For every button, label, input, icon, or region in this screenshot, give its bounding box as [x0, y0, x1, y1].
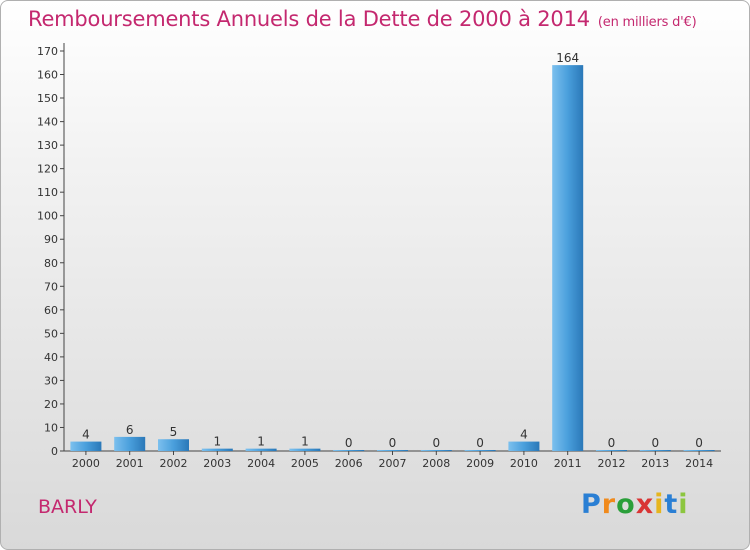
y-tick-label: 100: [37, 210, 58, 223]
bar: [683, 450, 715, 451]
y-tick-label: 30: [44, 374, 58, 387]
y-tick-label: 130: [37, 139, 58, 152]
data-label: 0: [695, 436, 703, 450]
data-label: 0: [345, 436, 353, 450]
logo-letter: x: [635, 489, 655, 520]
x-tick-label: 2011: [554, 457, 582, 470]
data-label: 6: [126, 423, 134, 437]
bar: [420, 450, 452, 451]
bar: [289, 448, 321, 451]
bar: [639, 450, 671, 451]
x-tick-label: 2002: [160, 457, 188, 470]
data-label: 164: [556, 51, 579, 65]
x-tick-label: 2008: [422, 457, 450, 470]
logo-letter: o: [616, 489, 636, 520]
x-tick-label: 2003: [203, 457, 231, 470]
x-tick-label: 2004: [247, 457, 275, 470]
x-tick-label: 2010: [510, 457, 538, 470]
bar: [70, 441, 102, 451]
x-tick-label: 2013: [641, 457, 669, 470]
bar: [508, 441, 540, 451]
x-tick-label: 2000: [72, 457, 100, 470]
bar: [464, 450, 496, 451]
y-tick-label: 170: [37, 45, 58, 58]
logo-letter: P: [581, 489, 602, 520]
x-tick-label: 2005: [291, 457, 319, 470]
chart-unit: (en milliers d'€): [597, 15, 697, 30]
logo-letter: i: [654, 489, 665, 520]
data-label: 1: [301, 435, 309, 449]
x-tick-label: 2007: [379, 457, 407, 470]
bar: [552, 65, 584, 451]
data-label: 5: [170, 425, 178, 439]
data-label: 4: [520, 428, 528, 442]
logo-letter: t: [664, 489, 679, 520]
y-tick-label: 150: [37, 92, 58, 105]
y-tick-label: 160: [37, 69, 58, 82]
data-label: 0: [608, 436, 616, 450]
y-tick-label: 60: [44, 304, 58, 317]
chart-bars: [70, 65, 715, 451]
bar: [333, 450, 365, 451]
x-tick-label: 2009: [466, 457, 494, 470]
y-tick-label: 50: [44, 327, 58, 340]
y-tick-label: 0: [51, 445, 58, 458]
data-label: 1: [213, 435, 221, 449]
logo-letter: i: [678, 489, 689, 520]
x-tick-label: 2014: [685, 457, 713, 470]
y-tick-label: 40: [44, 351, 58, 364]
y-tick-label: 90: [44, 233, 58, 246]
y-tick-label: 120: [37, 163, 58, 176]
commune-name: BARLY: [38, 496, 97, 518]
data-label: 1: [257, 435, 265, 449]
x-tick-label: 2012: [598, 457, 626, 470]
data-label: 0: [476, 436, 484, 450]
y-tick-label: 80: [44, 257, 58, 270]
bar: [158, 439, 189, 451]
y-tick-label: 70: [44, 280, 58, 293]
bar: [377, 450, 408, 451]
bar: [245, 448, 277, 451]
y-tick-label: 140: [37, 116, 58, 129]
chart-title: Remboursements Annuels de la Dette de 20…: [28, 7, 697, 31]
bar: [201, 448, 233, 451]
bar: [596, 450, 627, 451]
y-tick-label: 10: [44, 421, 58, 434]
data-label: 0: [389, 436, 397, 450]
chart-title-text: Remboursements Annuels de la Dette de 20…: [28, 7, 590, 31]
proxiti-logo: Proxiti: [581, 489, 689, 520]
x-tick-label: 2001: [116, 457, 144, 470]
chart-axes: 0102030405060708090100110120130140150160…: [37, 43, 721, 470]
chart-data-labels: 4 6 5 1 1 1 0 0 0 0 4 164 0 0 0: [82, 51, 703, 450]
data-label: 0: [651, 436, 659, 450]
y-tick-label: 110: [37, 186, 58, 199]
data-label: 0: [432, 436, 440, 450]
bar: [114, 436, 146, 451]
logo-letter: r: [601, 489, 617, 520]
data-label: 4: [82, 428, 90, 442]
y-tick-label: 20: [44, 398, 58, 411]
x-tick-label: 2006: [335, 457, 363, 470]
